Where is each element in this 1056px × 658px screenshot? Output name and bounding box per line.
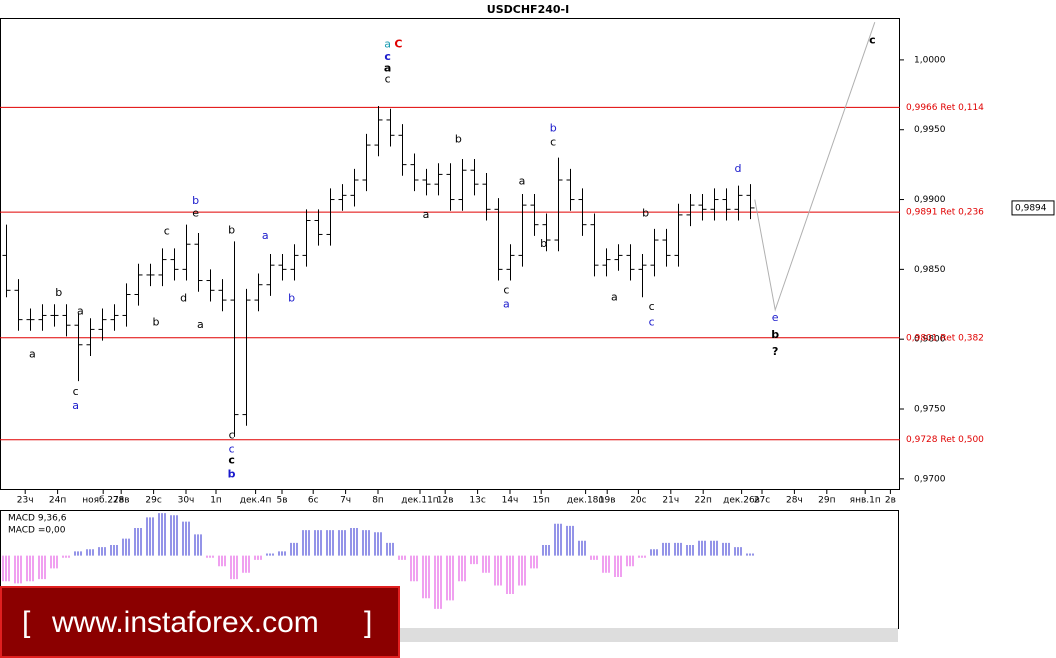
wave-label: b	[153, 315, 160, 328]
x-tick-label: 29с	[145, 496, 161, 506]
x-tick-label: 15п	[533, 496, 550, 506]
wave-label: c	[550, 135, 556, 148]
watermark-box	[0, 586, 400, 658]
x-tick-label: 24п	[49, 496, 66, 506]
wave-label: c	[384, 50, 391, 63]
last-price-box	[1011, 200, 1055, 216]
x-tick-label: 27с	[754, 496, 770, 506]
x-tick-label: 23ч	[17, 496, 34, 506]
chart-title: USDCHF240-I	[487, 3, 569, 16]
x-tick-label: нояб.27в	[82, 496, 124, 506]
x-tick-label: 14ч	[502, 496, 519, 506]
x-tick-label: дек.4п	[240, 496, 272, 506]
x-tick-label: 7ч	[340, 496, 351, 506]
wave-label: b	[228, 223, 235, 236]
wave-label: c	[73, 385, 79, 398]
wave-label: e	[192, 207, 199, 220]
x-tick-label: дек.18п	[567, 496, 605, 506]
wave-label: a	[197, 318, 204, 331]
x-tick-label: 28ч	[786, 496, 803, 506]
wave-label: b	[540, 237, 547, 250]
x-tick-label: 12в	[437, 496, 454, 506]
wave-label: C	[394, 38, 402, 51]
wave-label: b	[192, 194, 199, 207]
x-tick-label: дек.11п	[401, 496, 439, 506]
y-tick-label: 1,0000	[914, 55, 946, 65]
wave-label: c	[649, 300, 655, 313]
wave-label: c	[164, 225, 170, 238]
wave-label: a	[262, 229, 269, 242]
watermark: [ www.instaforex.com ]	[0, 586, 400, 658]
y-tick-label: 0,9900	[914, 195, 946, 205]
price-frame	[0, 18, 900, 490]
wave-label: ?	[772, 345, 778, 358]
y-tick-label: 0,9700	[914, 474, 946, 484]
wave-label: b	[771, 328, 779, 341]
wave-label: c	[229, 429, 235, 442]
wave-label: b	[288, 292, 295, 305]
wave-label: b	[55, 286, 62, 299]
x-tick-label: 5в	[276, 496, 287, 506]
x-tick-label: 30ч	[178, 496, 195, 506]
x-tick-label: 28в	[113, 496, 130, 506]
x-tick-label: дек.26в	[723, 496, 760, 506]
wave-label: c	[649, 315, 655, 328]
macd-title: MACD 9,36,6	[8, 514, 67, 524]
level-label: 0,9728 Ret 0,500	[906, 435, 984, 445]
wave-label: a	[384, 38, 391, 51]
x-tick-label: 22п	[695, 496, 712, 506]
x-tick-label: 2в	[885, 496, 896, 506]
x-tick-label: 6с	[308, 496, 319, 506]
wave-label: a	[29, 348, 36, 361]
x-tick-label: 1п	[210, 496, 222, 506]
wave-label: a	[611, 290, 618, 303]
projection-line	[754, 22, 876, 312]
x-tick-label: янв.1п	[850, 496, 881, 506]
watermark-text: www.instaforex.com	[51, 606, 319, 639]
x-tick-label: 20с	[630, 496, 646, 506]
wave-label: d	[735, 162, 742, 175]
wave-label: a	[77, 304, 84, 317]
watermark-bracket: ]	[364, 606, 372, 639]
last-price-label: 0,9894	[1015, 203, 1047, 213]
y-tick-label: 0,9850	[914, 265, 946, 275]
level-label: 0,9801 Ret 0,382	[906, 333, 984, 343]
wave-label: d	[180, 292, 187, 305]
y-tick-label: 0,9750	[914, 405, 946, 415]
x-tick-label: 13с	[469, 496, 485, 506]
wave-label: a	[72, 399, 79, 412]
wave-label: b	[455, 132, 462, 145]
wave-label: a	[519, 174, 526, 187]
wave-label: e	[772, 311, 779, 324]
x-tick-label: 8п	[372, 496, 384, 506]
macd-value: MACD =0,00	[8, 526, 66, 536]
level-label: 0,9891 Ret 0,236	[906, 208, 984, 218]
x-tick-label: 29п	[818, 496, 835, 506]
wave-label: b	[228, 468, 236, 481]
wave-label: a	[423, 208, 430, 221]
level-label: 0,9966 Ret 0,114	[906, 103, 984, 113]
y-tick-label: 0,9800	[914, 335, 946, 345]
wave-label: b	[642, 207, 649, 220]
x-tick-label: 19в	[599, 496, 616, 506]
watermark-bracket: [	[22, 606, 31, 639]
wave-label: a	[503, 297, 510, 310]
wave-label: c	[229, 443, 235, 456]
wave-label: b	[550, 121, 557, 134]
wave-label: a	[384, 61, 391, 74]
wave-label: c	[385, 72, 391, 85]
x-tick-label: 21ч	[662, 496, 679, 506]
y-tick-label: 0,9950	[914, 125, 946, 135]
wave-label: c	[228, 454, 235, 467]
wave-label: c	[869, 33, 876, 46]
hatched-strip	[400, 628, 898, 642]
wave-label: c	[503, 283, 509, 296]
